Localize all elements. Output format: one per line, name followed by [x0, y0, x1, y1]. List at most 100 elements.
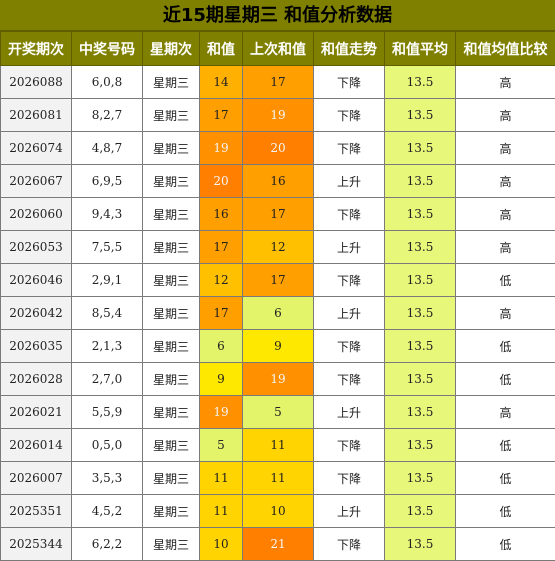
- issue-cell: 2026046: [1, 264, 72, 297]
- prev-sum-cell: 19: [243, 363, 314, 396]
- prev-sum-cell: 12: [243, 231, 314, 264]
- weekday-cell: 星期三: [143, 429, 200, 462]
- sum-cell: 20: [200, 165, 243, 198]
- average-cell: 13.5: [385, 231, 456, 264]
- numbers-cell: 6,2,2: [72, 528, 143, 561]
- average-cell: 13.5: [385, 495, 456, 528]
- sum-cell: 5: [200, 429, 243, 462]
- average-cell: 13.5: [385, 462, 456, 495]
- compare-cell: 低: [456, 330, 555, 363]
- trend-cell: 上升: [314, 165, 385, 198]
- header-trend: 和值走势: [314, 32, 385, 66]
- header-compare: 和值均值比较: [456, 32, 555, 66]
- sum-cell: 19: [200, 396, 243, 429]
- compare-cell: 低: [456, 429, 555, 462]
- average-cell: 13.5: [385, 429, 456, 462]
- numbers-cell: 8,2,7: [72, 99, 143, 132]
- issue-cell: 2026088: [1, 66, 72, 99]
- trend-cell: 上升: [314, 231, 385, 264]
- trend-cell: 上升: [314, 297, 385, 330]
- compare-cell: 高: [456, 198, 555, 231]
- issue-cell: 2026014: [1, 429, 72, 462]
- average-cell: 13.5: [385, 66, 456, 99]
- issue-cell: 2026067: [1, 165, 72, 198]
- issue-cell: 2026074: [1, 132, 72, 165]
- sum-cell: 6: [200, 330, 243, 363]
- prev-sum-cell: 11: [243, 462, 314, 495]
- sum-cell: 9: [200, 363, 243, 396]
- prev-sum-cell: 10: [243, 495, 314, 528]
- sum-cell: 17: [200, 231, 243, 264]
- weekday-cell: 星期三: [143, 462, 200, 495]
- trend-cell: 下降: [314, 330, 385, 363]
- prev-sum-cell: 17: [243, 198, 314, 231]
- prev-sum-cell: 5: [243, 396, 314, 429]
- issue-cell: 2026042: [1, 297, 72, 330]
- sum-cell: 11: [200, 495, 243, 528]
- table-header-row: 开奖期次中奖号码星期次和值上次和值和值走势和值平均和值均值比较: [1, 32, 555, 66]
- prev-sum-cell: 17: [243, 264, 314, 297]
- prev-sum-cell: 20: [243, 132, 314, 165]
- numbers-cell: 5,5,9: [72, 396, 143, 429]
- sum-cell: 14: [200, 66, 243, 99]
- trend-cell: 下降: [314, 264, 385, 297]
- prev-sum-cell: 9: [243, 330, 314, 363]
- prev-sum-cell: 17: [243, 66, 314, 99]
- issue-cell: 2026021: [1, 396, 72, 429]
- weekday-cell: 星期三: [143, 165, 200, 198]
- weekday-cell: 星期三: [143, 396, 200, 429]
- header-sum: 和值: [200, 32, 243, 66]
- compare-cell: 高: [456, 66, 555, 99]
- header-weekday: 星期次: [143, 32, 200, 66]
- numbers-cell: 4,5,2: [72, 495, 143, 528]
- numbers-cell: 0,5,0: [72, 429, 143, 462]
- weekday-cell: 星期三: [143, 198, 200, 231]
- sum-cell: 16: [200, 198, 243, 231]
- compare-cell: 高: [456, 165, 555, 198]
- prev-sum-cell: 19: [243, 99, 314, 132]
- compare-cell: 高: [456, 99, 555, 132]
- issue-cell: 2025344: [1, 528, 72, 561]
- trend-cell: 下降: [314, 132, 385, 165]
- issue-cell: 2026028: [1, 363, 72, 396]
- numbers-cell: 9,4,3: [72, 198, 143, 231]
- prev-sum-cell: 16: [243, 165, 314, 198]
- trend-cell: 下降: [314, 198, 385, 231]
- numbers-cell: 2,9,1: [72, 264, 143, 297]
- header-numbers: 中奖号码: [72, 32, 143, 66]
- average-cell: 13.5: [385, 528, 456, 561]
- issue-cell: 2026007: [1, 462, 72, 495]
- header-prev-sum: 上次和值: [243, 32, 314, 66]
- sum-cell: 17: [200, 297, 243, 330]
- numbers-cell: 6,9,5: [72, 165, 143, 198]
- weekday-cell: 星期三: [143, 99, 200, 132]
- numbers-cell: 3,5,3: [72, 462, 143, 495]
- average-cell: 13.5: [385, 99, 456, 132]
- trend-cell: 下降: [314, 429, 385, 462]
- average-cell: 13.5: [385, 396, 456, 429]
- issue-cell: 2026035: [1, 330, 72, 363]
- issue-cell: 2026060: [1, 198, 72, 231]
- weekday-cell: 星期三: [143, 231, 200, 264]
- weekday-cell: 星期三: [143, 330, 200, 363]
- issue-cell: 2026053: [1, 231, 72, 264]
- trend-cell: 下降: [314, 99, 385, 132]
- compare-cell: 高: [456, 231, 555, 264]
- compare-cell: 高: [456, 396, 555, 429]
- sum-cell: 19: [200, 132, 243, 165]
- trend-cell: 下降: [314, 66, 385, 99]
- numbers-cell: 6,0,8: [72, 66, 143, 99]
- issue-cell: 2025351: [1, 495, 72, 528]
- numbers-cell: 7,5,5: [72, 231, 143, 264]
